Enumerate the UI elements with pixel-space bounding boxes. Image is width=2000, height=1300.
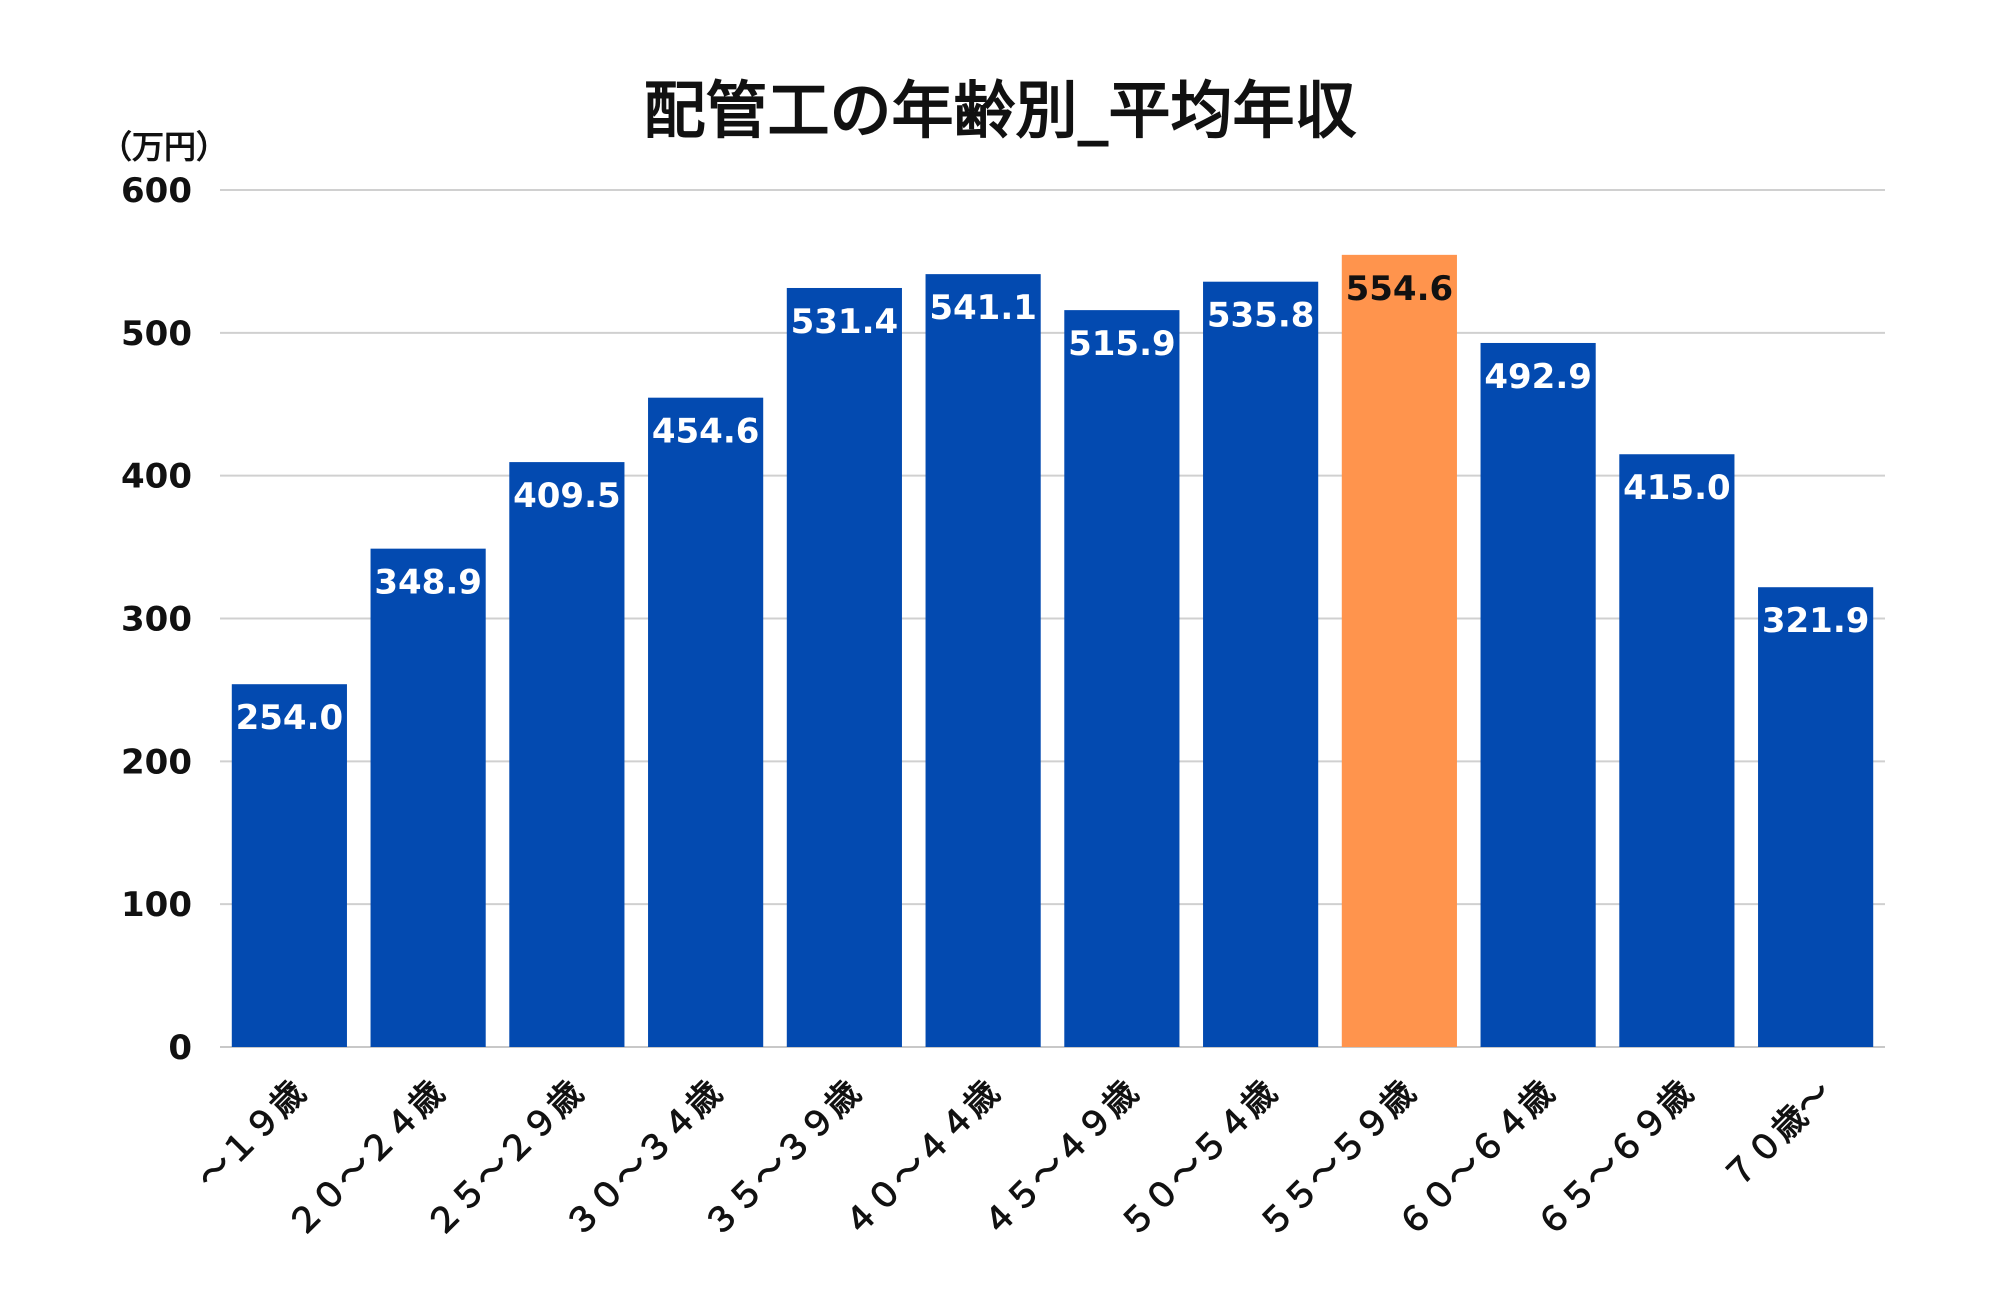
x-axis-ticks: ～１９歳２０～２４歳２５～２９歳３０～３４歳３５～３９歳４０～４４歳４５～４９歳… <box>189 1073 1840 1246</box>
bar <box>509 462 625 1047</box>
chart-title: 配管工の年齢別_平均年収 <box>643 74 1356 147</box>
data-label: 515.9 <box>1068 324 1176 364</box>
bar <box>786 287 902 1048</box>
bar <box>648 397 764 1047</box>
data-label: 492.9 <box>1484 357 1592 397</box>
data-label: 531.4 <box>791 302 899 342</box>
data-label: 254.0 <box>236 698 344 738</box>
x-tick-label: ～１９歳 <box>189 1073 313 1197</box>
bar <box>231 684 347 1047</box>
bar <box>370 548 486 1047</box>
data-label: 535.8 <box>1207 296 1315 336</box>
bar <box>1619 454 1735 1047</box>
bar <box>925 274 1041 1047</box>
data-labels: 254.0 348.9 409.5 454.6 531.4 541.1 515.9 535.8… <box>236 269 1870 738</box>
bar <box>1203 281 1319 1048</box>
y-tick-label: 100 <box>121 885 192 925</box>
bar <box>1064 310 1180 1048</box>
gridlines <box>220 189 1885 1048</box>
y-tick-label: 500 <box>121 314 192 354</box>
data-label: 348.9 <box>374 563 482 603</box>
bar <box>1480 342 1596 1047</box>
y-tick-label: 400 <box>121 457 192 497</box>
data-label: 554.6 <box>1346 269 1454 309</box>
y-axis-ticks: 0 100 200 300 400 500 600 <box>121 171 192 1068</box>
x-tick-label: ７０歳～ <box>1716 1073 1840 1197</box>
y-tick-label: 600 <box>121 171 192 211</box>
data-label: 541.1 <box>929 288 1037 328</box>
bars <box>231 254 1874 1048</box>
data-label: 321.9 <box>1762 601 1870 641</box>
bar <box>1758 587 1874 1047</box>
data-label: 415.0 <box>1623 468 1731 508</box>
data-label: 409.5 <box>513 476 621 516</box>
y-axis-unit-label: （万円） <box>100 128 228 166</box>
y-tick-label: 200 <box>121 742 192 782</box>
y-tick-label: 300 <box>121 600 192 640</box>
bar <box>1341 254 1457 1048</box>
y-tick-label: 0 <box>168 1028 192 1068</box>
data-label: 454.6 <box>652 412 760 452</box>
